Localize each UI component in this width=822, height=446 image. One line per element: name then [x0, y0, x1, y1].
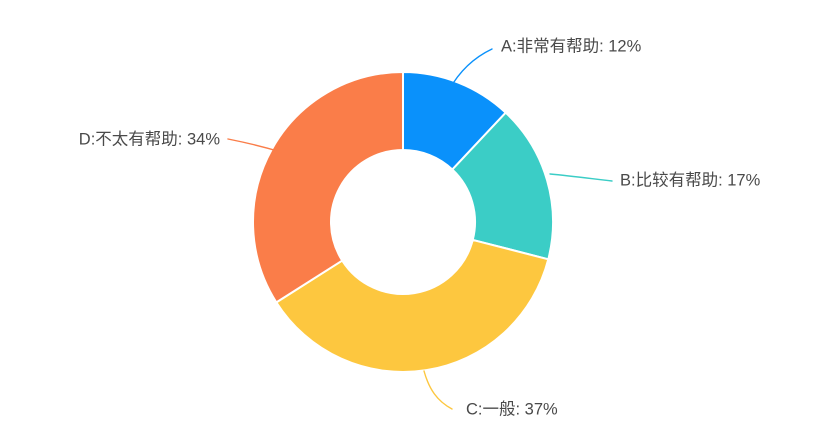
slice-label-a: A:非常有帮助: 12%	[501, 36, 642, 55]
leader-line-c	[423, 370, 453, 410]
leader-line-a	[448, 48, 493, 91]
slice-label-c: C:一般: 37%	[466, 399, 558, 418]
donut-leader-lines-group	[227, 48, 613, 410]
leader-line-d	[227, 138, 282, 153]
donut-slice-c[interactable]	[275, 238, 550, 373]
donut-slice-b[interactable]	[451, 111, 554, 261]
slice-label-b: B:比较有帮助: 17%	[620, 170, 761, 189]
leader-line-b	[549, 173, 613, 182]
donut-labels-group: A:非常有帮助: 12% B:比较有帮助: 17% C:一般: 37% D:不太有帮助…	[79, 36, 761, 418]
slice-label-d: D:不太有帮助: 34%	[79, 129, 221, 148]
donut-slice-d[interactable]	[252, 71, 404, 304]
donut-slices-group	[252, 71, 554, 373]
